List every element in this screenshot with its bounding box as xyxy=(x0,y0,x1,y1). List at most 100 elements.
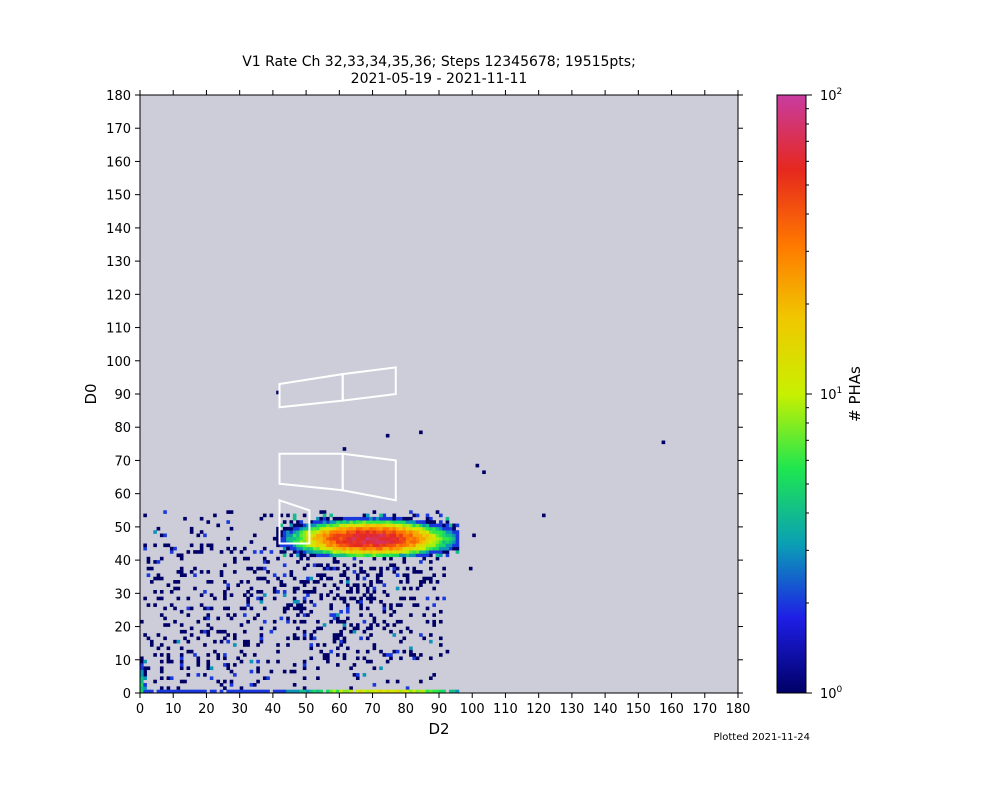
heatmap-bin xyxy=(445,546,450,551)
heatmap-bin xyxy=(329,523,333,528)
heatmap-bin xyxy=(345,536,350,541)
heatmap-bin xyxy=(382,523,387,528)
heatmap-bin xyxy=(455,543,460,548)
heatmap-bin xyxy=(445,523,450,528)
heatmap-bin xyxy=(445,520,450,524)
heatmap-bin xyxy=(316,563,320,568)
heatmap-bin xyxy=(229,510,234,514)
heatmap-bin xyxy=(355,676,360,681)
heatmap-bin xyxy=(425,533,430,538)
heatmap-bin xyxy=(309,599,314,604)
heatmap-bin xyxy=(336,566,340,571)
heatmap-bin xyxy=(339,550,343,554)
heatmap-bin xyxy=(392,570,397,574)
heatmap-bin xyxy=(392,543,397,548)
heatmap-bin xyxy=(326,516,330,521)
heatmap-bin xyxy=(289,523,294,528)
heatmap-bin xyxy=(189,626,194,631)
heatmap-bin xyxy=(336,636,340,641)
heatmap-bin xyxy=(409,629,413,634)
heatmap-bin xyxy=(276,649,280,654)
heatmap-bin xyxy=(369,550,373,554)
heatmap-bin xyxy=(349,526,353,531)
heatmap-bin xyxy=(336,619,340,624)
heatmap-bin xyxy=(302,550,307,554)
heatmap-bin xyxy=(455,540,460,544)
heatmap-bin xyxy=(156,526,161,531)
heatmap-bin xyxy=(382,603,387,607)
heatmap-bin xyxy=(379,550,383,554)
heatmap-bin xyxy=(203,629,207,634)
heatmap-bin xyxy=(143,689,147,694)
x-tick-label: 100 xyxy=(460,702,485,717)
heatmap-bin xyxy=(405,540,410,544)
heatmap-bin xyxy=(279,550,284,554)
heatmap-bin xyxy=(345,580,350,584)
heatmap-bin xyxy=(442,596,446,601)
heatmap-bin xyxy=(292,689,297,694)
heatmap-bin xyxy=(319,593,324,597)
heatmap-bin xyxy=(229,669,234,674)
heatmap-bin xyxy=(385,593,390,597)
heatmap-bin xyxy=(312,553,317,558)
heatmap-bin xyxy=(242,629,247,634)
heatmap-bin xyxy=(362,530,367,534)
heatmap-bin xyxy=(319,563,324,568)
heatmap-bin xyxy=(163,636,167,641)
heatmap-bin xyxy=(329,613,333,617)
heatmap-bin xyxy=(319,689,324,694)
heatmap-bin xyxy=(409,596,413,601)
heatmap-bin xyxy=(226,586,230,591)
heatmap-bin xyxy=(355,590,360,594)
heatmap-bin xyxy=(272,536,277,541)
heatmap-bin xyxy=(316,553,320,558)
heatmap-bin xyxy=(292,516,297,521)
heatmap-bin xyxy=(316,516,320,521)
heatmap-bin xyxy=(365,573,370,578)
heatmap-bin xyxy=(342,570,347,574)
heatmap-bin xyxy=(439,540,443,544)
heatmap-bin xyxy=(455,689,460,694)
heatmap-bin xyxy=(262,566,267,571)
heatmap-bin xyxy=(219,683,224,687)
x-tick-label: 170 xyxy=(692,702,717,717)
heatmap-bin xyxy=(409,646,413,651)
heatmap-bin xyxy=(302,689,307,694)
heatmap-bin xyxy=(339,533,343,538)
heatmap-bin xyxy=(448,546,453,551)
heatmap-bin xyxy=(259,590,264,594)
y-tick-label: 70 xyxy=(114,454,131,469)
heatmap-bin xyxy=(292,599,297,604)
heatmap-bin xyxy=(392,633,397,637)
heatmap-bin xyxy=(425,536,430,541)
heatmap-bin xyxy=(422,550,427,554)
heatmap-bin xyxy=(159,686,164,690)
heatmap-bin xyxy=(405,546,410,551)
heatmap-bin xyxy=(419,689,423,694)
heatmap-bin xyxy=(322,533,327,538)
heatmap-bin xyxy=(282,546,287,551)
heatmap-bin xyxy=(223,593,227,597)
heatmap-bin xyxy=(299,689,304,694)
heatmap-bin xyxy=(422,540,427,544)
heatmap-bin xyxy=(342,619,347,624)
heatmap-bin xyxy=(299,546,304,551)
heatmap-bin xyxy=(302,546,307,551)
heatmap-bin xyxy=(302,676,307,681)
heatmap-bin xyxy=(435,533,440,538)
heatmap-bin xyxy=(226,639,230,644)
heatmap-bin xyxy=(402,689,407,694)
heatmap-bin xyxy=(345,646,350,651)
heatmap-bin xyxy=(379,536,383,541)
heatmap-bin xyxy=(272,590,277,594)
heatmap-bin xyxy=(259,633,264,637)
heatmap-bin xyxy=(146,566,151,571)
heatmap-bin xyxy=(452,540,456,544)
heatmap-bin xyxy=(312,526,317,531)
y-tick-label: 120 xyxy=(106,288,131,303)
heatmap-bin xyxy=(355,540,360,544)
heatmap-bin xyxy=(332,633,337,637)
heatmap-bin xyxy=(322,656,327,661)
heatmap-bin xyxy=(405,573,410,578)
heatmap-bin xyxy=(296,523,300,528)
